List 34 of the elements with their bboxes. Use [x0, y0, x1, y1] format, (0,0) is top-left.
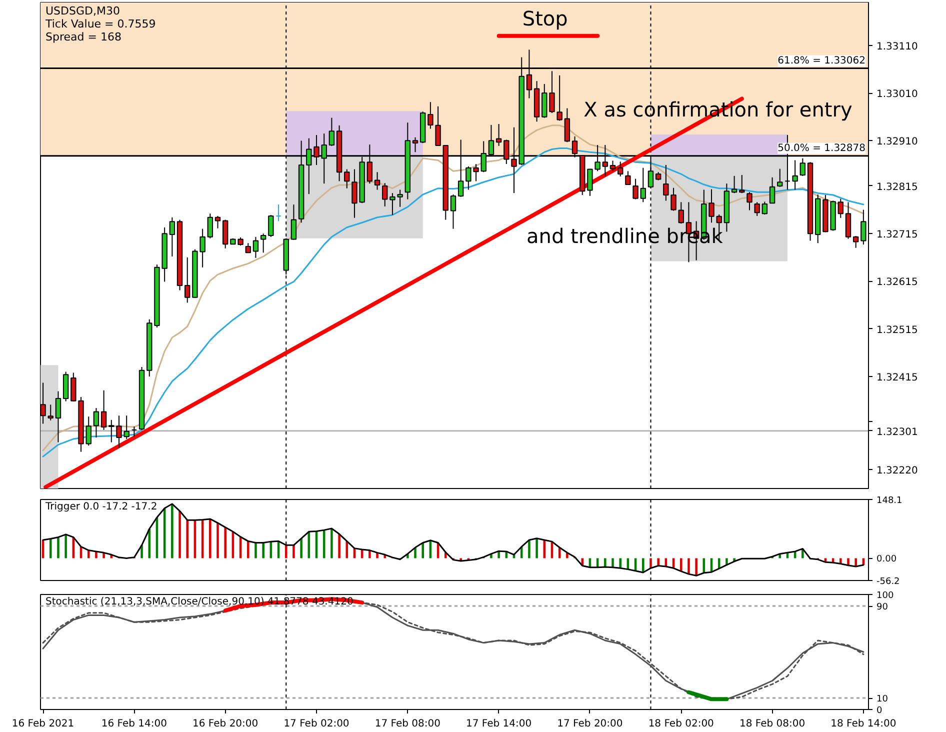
- x-tick-label: 17 Feb 14:00: [466, 718, 532, 730]
- chart-title: Trigger 0.0 -17.2 -17.2: [44, 502, 158, 512]
- annotation: Spread = 168: [46, 30, 122, 44]
- x-tick-label: 18 Feb 14:00: [830, 718, 896, 730]
- y-tick-label: 0: [876, 706, 882, 716]
- y-tick-label: 90: [876, 602, 888, 612]
- y-tick-label: 148.1: [876, 496, 902, 506]
- x-tick-label: 18 Feb 08:00: [739, 718, 806, 730]
- y-tick-label: 1.32301: [876, 426, 918, 438]
- y-tick-label: 1.32910: [876, 136, 918, 148]
- y-tick-label: 1.32515: [876, 324, 918, 336]
- y-tick-label: 100: [876, 591, 894, 601]
- x-tick-label: 16 Feb 20:00: [192, 718, 258, 730]
- y-tick-label: 10: [876, 694, 888, 704]
- y-tick-label: 1.33110: [876, 41, 918, 52]
- annotation: Tick Value = 0.7559: [44, 18, 156, 30]
- y-tick-label: 1.32815: [876, 182, 918, 193]
- y-tick-label: 1.32615: [876, 277, 918, 288]
- x-tick-label: 18 Feb 02:00: [648, 718, 714, 730]
- y-tick-label: -56.2: [876, 577, 900, 587]
- y-tick-label: 1.32415: [876, 372, 918, 384]
- x-tick-label: 16 Feb 2021: [12, 718, 74, 730]
- annotation: Stop: [522, 6, 568, 31]
- y-tick-label: 1.33010: [876, 89, 918, 100]
- chart-title: USDSGD,M30: [46, 4, 120, 18]
- ref-line-label: 61.8% = 1.33062: [778, 55, 866, 66]
- y-tick-label: 1.32220: [876, 465, 918, 476]
- x-tick-label: 17 Feb 08:00: [374, 718, 440, 730]
- x-tick-label: 17 Feb 20:00: [557, 718, 623, 730]
- ref-line-label: 50.0% = 1.32878: [778, 142, 866, 154]
- y-tick-label: 0.00: [876, 554, 897, 565]
- x-tick-label: 17 Feb 02:00: [284, 718, 350, 730]
- x-tick-label: 16 Feb 14:00: [101, 718, 167, 730]
- y-tick-label: 1.32715: [876, 230, 918, 241]
